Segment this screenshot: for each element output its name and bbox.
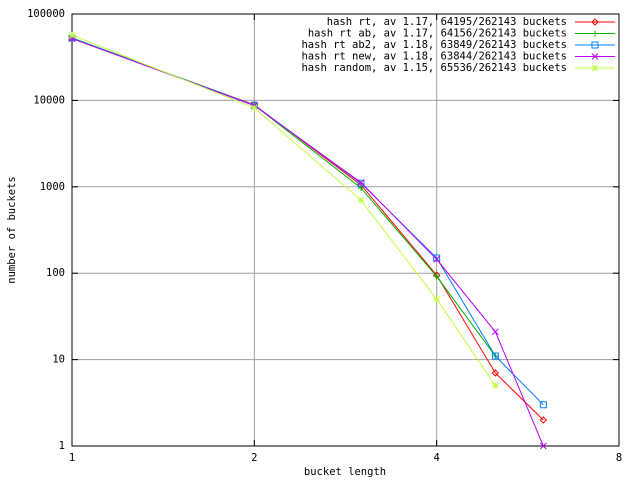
data-point: [491, 352, 499, 360]
data-point: [433, 255, 441, 263]
legend-marker: [591, 64, 599, 72]
data-point: [433, 254, 441, 262]
data-point: [250, 104, 258, 112]
data-point: [492, 328, 499, 336]
data-point: [539, 416, 548, 424]
legend-label: hash rt ab2, av 1.18, 63849/262143 bucke…: [301, 39, 567, 51]
x-axis-label: bucket length: [304, 466, 386, 478]
x-tick-label: 1: [69, 452, 75, 464]
y-axis-label: number of buckets: [6, 176, 18, 283]
legend-label: hash rt new, av 1.18, 63844/262143 bucke…: [301, 51, 567, 63]
legend-marker: [592, 30, 598, 37]
y-tick-label: 10000: [33, 94, 65, 106]
data-point: [357, 196, 365, 204]
data-point: [433, 295, 441, 303]
legend-marker: [591, 41, 599, 49]
data-point: [433, 273, 440, 280]
data-point: [539, 401, 547, 409]
y-tick-label: 1000: [40, 181, 65, 193]
plot-frame: [71, 13, 620, 447]
x-tick-label: 8: [616, 452, 622, 464]
y-tick-label: 100: [46, 267, 65, 279]
data-point: [357, 179, 365, 186]
data-point: [539, 442, 547, 450]
data-point: [68, 31, 76, 39]
data-point: [492, 382, 499, 389]
y-tick-label: 10: [52, 354, 65, 366]
x-tick-label: 4: [434, 452, 440, 464]
legend-label: hash rt ab, av 1.17, 64156/262143 bucket…: [308, 28, 567, 40]
y-tick-label: 1: [59, 440, 65, 452]
data-point: [491, 369, 500, 377]
x-tick-label: 2: [251, 452, 257, 464]
y-tick-label: 100000: [27, 8, 65, 20]
series-line: [71, 38, 544, 447]
legend-marker: [591, 18, 599, 26]
legend-label: hash random, av 1.15, 65536/262143 bucke…: [301, 62, 567, 74]
legend-marker: [591, 53, 599, 60]
legend-label: hash rt, av 1.17, 64195/262143 buckets: [327, 16, 567, 28]
